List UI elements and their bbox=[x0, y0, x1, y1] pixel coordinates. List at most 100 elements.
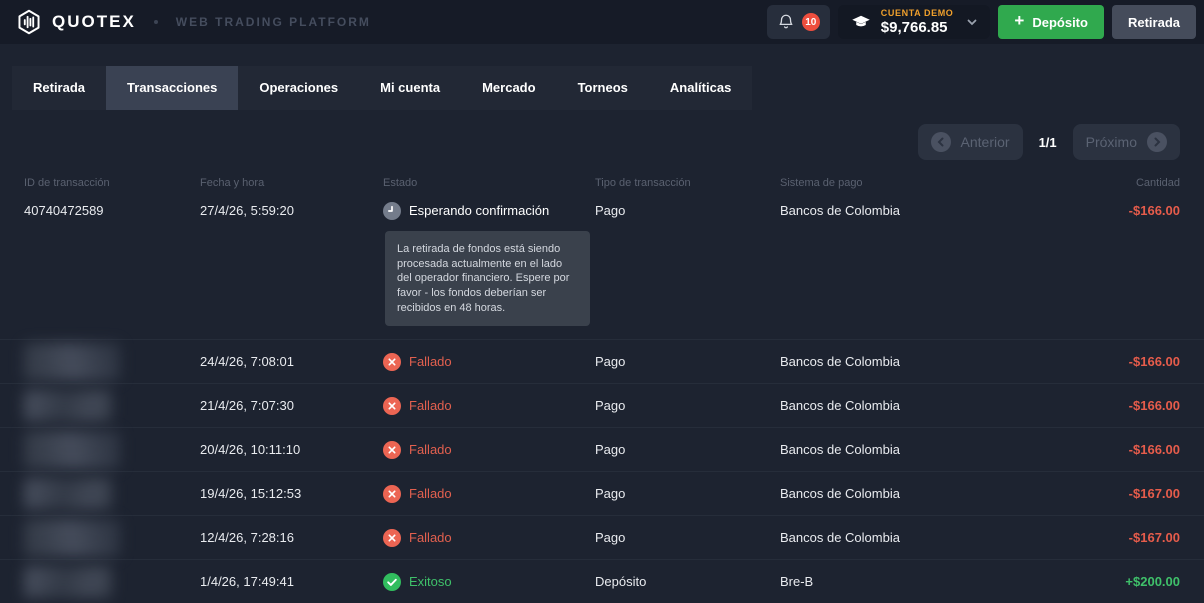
cell-transaction-id bbox=[24, 342, 200, 381]
brand-separator-dot bbox=[153, 20, 158, 24]
cell-transaction-id bbox=[24, 389, 200, 422]
cell-status: Exitoso bbox=[383, 572, 595, 591]
brand-name: QUOTEX bbox=[52, 12, 136, 31]
cell-transaction-type: Pago bbox=[595, 354, 626, 370]
column-header-sistema-de-pago: Sistema de pago bbox=[780, 177, 863, 189]
section-tabs: Retirada Transacciones Operaciones Mi cuent… bbox=[12, 66, 753, 110]
withdraw-button[interactable]: Retirada bbox=[1111, 5, 1196, 39]
cell-transaction-type: Pago bbox=[595, 442, 626, 458]
top-bar: QUOTEX WEB TRADING PLATFORM 10 CUENTA DE… bbox=[0, 0, 1204, 44]
account-balance: $9,766.85 bbox=[880, 18, 948, 36]
tab-mercado[interactable]: Mercado bbox=[482, 80, 536, 95]
pagination: Anterior 1/1 Próximo bbox=[0, 124, 1180, 160]
check-circle-icon bbox=[383, 572, 401, 591]
column-header-cantidad: Cantidad bbox=[1135, 177, 1180, 189]
tab-torneos[interactable]: Torneos bbox=[577, 80, 628, 95]
status-label: Exitoso bbox=[409, 574, 452, 590]
table-row[interactable]: 19/4/26, 15:12:53 Fallado Pago Bancos de Co… bbox=[0, 471, 1204, 515]
clock-icon bbox=[383, 201, 401, 220]
chevron-right-circle-icon bbox=[1147, 132, 1167, 152]
cell-datetime: 20/4/26, 10:11:10 bbox=[200, 442, 301, 458]
cell-payment-system: Bancos de Colombia bbox=[780, 442, 900, 458]
cell-status: Fallado bbox=[383, 352, 595, 371]
tab-analiticas[interactable]: Analíticas bbox=[669, 80, 732, 95]
redacted-id-blur bbox=[24, 430, 120, 469]
graduation-cap-icon bbox=[850, 12, 872, 32]
cell-payment-system: Bancos de Colombia bbox=[780, 398, 900, 414]
redacted-id-blur bbox=[24, 565, 112, 598]
cell-amount: +$200.00 bbox=[1125, 574, 1180, 590]
table-row[interactable]: 12/4/26, 7:28:16 Fallado Pago Bancos de Col… bbox=[0, 515, 1204, 559]
status-label: Fallado bbox=[409, 530, 452, 546]
table-row[interactable]: 1/4/26, 17:49:41 Exitoso Depósito Bre-B +$20… bbox=[0, 559, 1204, 603]
deposit-button-label: Depósito bbox=[1032, 14, 1088, 30]
cell-transaction-id bbox=[24, 565, 200, 598]
cell-status: Esperando confirmación bbox=[383, 201, 595, 220]
chevron-left-circle-icon bbox=[930, 132, 951, 152]
transactions-table: 40740472589 27/4/26, 5:59:20 Esperando con… bbox=[0, 189, 1204, 603]
tab-operaciones[interactable]: Operaciones bbox=[259, 80, 339, 95]
status-label: Fallado bbox=[409, 398, 452, 414]
cell-datetime: 19/4/26, 15:12:53 bbox=[200, 486, 302, 502]
page-indicator: 1/1 bbox=[1038, 134, 1057, 150]
tab-transacciones[interactable]: Transacciones bbox=[106, 66, 239, 110]
tab-retirada[interactable]: Retirada bbox=[33, 80, 86, 95]
cell-transaction-type: Depósito bbox=[595, 574, 647, 590]
pending-status-tooltip: La retirada de fondos está siendo proces… bbox=[385, 231, 590, 327]
cross-circle-icon bbox=[383, 528, 401, 547]
status-label: Fallado bbox=[409, 354, 452, 370]
plus-icon: + bbox=[1014, 11, 1025, 30]
cell-transaction-id bbox=[24, 477, 200, 510]
table-row[interactable]: 20/4/26, 10:11:10 Fallado Pago Bancos de Co… bbox=[0, 427, 1204, 471]
notifications-button[interactable]: 10 bbox=[766, 5, 830, 39]
cell-payment-system: Bancos de Colombia bbox=[780, 203, 900, 218]
table-header-row: ID de transacción Fecha y hora Estado Tipo … bbox=[0, 177, 1204, 189]
cell-amount: -$166.00 bbox=[1128, 354, 1180, 370]
previous-page-label: Anterior bbox=[960, 134, 1010, 150]
cell-amount: -$167.00 bbox=[1128, 486, 1180, 502]
platform-label: WEB TRADING PLATFORM bbox=[175, 15, 371, 29]
status-label: Esperando confirmación bbox=[409, 203, 550, 218]
table-row[interactable]: 21/4/26, 7:07:30 Fallado Pago Bancos de Col… bbox=[0, 383, 1204, 427]
cell-transaction-type: Pago bbox=[595, 203, 626, 218]
next-page-button[interactable]: Próximo bbox=[1072, 124, 1180, 160]
cell-datetime: 21/4/26, 7:07:30 bbox=[200, 398, 294, 414]
cell-datetime: 12/4/26, 7:28:16 bbox=[200, 530, 294, 546]
cell-datetime: 1/4/26, 17:49:41 bbox=[200, 574, 294, 590]
tab-mi-cuenta[interactable]: Mi cuenta bbox=[380, 80, 441, 95]
deposit-button[interactable]: + Depósito bbox=[998, 5, 1104, 39]
cell-status: Fallado bbox=[383, 396, 595, 415]
table-row[interactable]: 40740472589 27/4/26, 5:59:20 Esperando con… bbox=[0, 189, 1204, 232]
cell-datetime: 27/4/26, 5:59:20 bbox=[200, 203, 294, 218]
previous-page-button[interactable]: Anterior bbox=[917, 124, 1023, 160]
column-header-id-de-transaccion: ID de transacción bbox=[24, 177, 110, 189]
cell-amount: -$166.00 bbox=[1128, 442, 1180, 458]
redacted-id-blur bbox=[24, 342, 120, 381]
cell-payment-system: Bancos de Colombia bbox=[780, 486, 900, 502]
redacted-id-blur bbox=[24, 518, 120, 557]
cross-circle-icon bbox=[383, 440, 401, 459]
cell-amount: -$166.00 bbox=[1128, 398, 1180, 414]
status-label: Fallado bbox=[409, 442, 452, 458]
table-row[interactable]: 24/4/26, 7:08:01 Fallado Pago Bancos de Col… bbox=[0, 339, 1204, 383]
brand-area: QUOTEX WEB TRADING PLATFORM bbox=[16, 9, 371, 35]
redacted-id-blur bbox=[24, 389, 112, 422]
cell-payment-system: Bancos de Colombia bbox=[780, 354, 900, 370]
top-actions: 10 CUENTA DEMO $9,766.85 + Depósito Reti… bbox=[766, 5, 1196, 39]
withdraw-button-label: Retirada bbox=[1127, 14, 1180, 30]
next-page-label: Próximo bbox=[1085, 134, 1137, 150]
cell-status: Fallado bbox=[383, 528, 595, 547]
cell-status: Fallado bbox=[383, 440, 595, 459]
cell-payment-system: Bre-B bbox=[780, 574, 814, 590]
cell-amount: -$167.00 bbox=[1128, 530, 1180, 546]
account-selector[interactable]: CUENTA DEMO $9,766.85 bbox=[837, 5, 991, 39]
cell-transaction-type: Pago bbox=[595, 530, 626, 546]
cross-circle-icon bbox=[383, 396, 401, 415]
cross-circle-icon bbox=[383, 484, 401, 503]
column-header-estado: Estado bbox=[383, 177, 418, 189]
column-header-tipo-de-transaccion: Tipo de transacción bbox=[595, 177, 691, 189]
cell-payment-system: Bancos de Colombia bbox=[780, 530, 900, 546]
status-label: Fallado bbox=[409, 486, 452, 502]
column-header-fecha-y-hora: Fecha y hora bbox=[200, 177, 265, 189]
cell-amount: -$166.00 bbox=[1128, 203, 1180, 218]
